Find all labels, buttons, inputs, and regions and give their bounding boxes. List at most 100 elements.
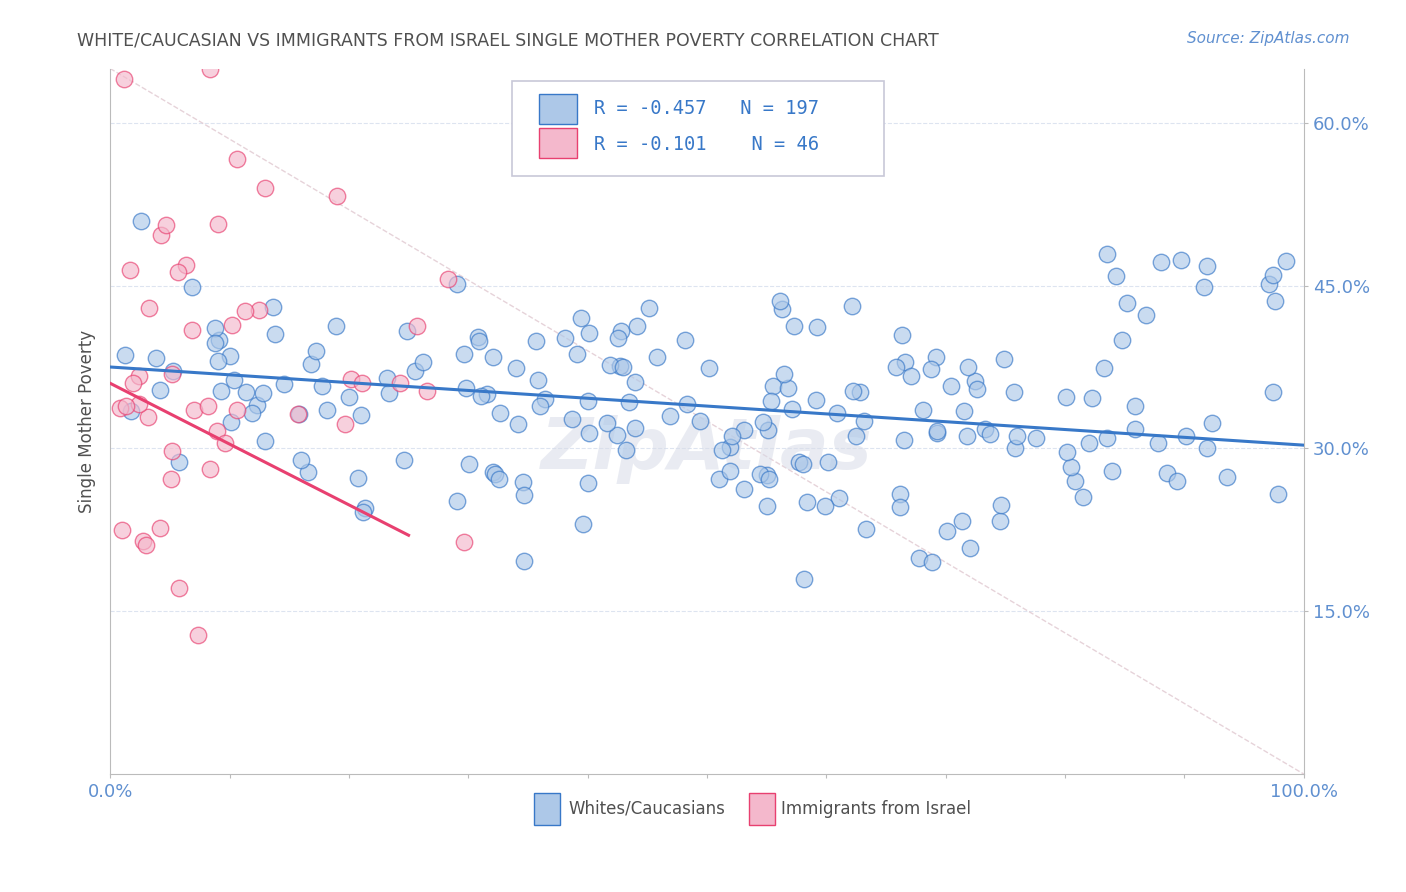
Point [1116, 296, 1139, 310]
Point [599, 358, 621, 372]
Point [993, 352, 1015, 367]
Point [638, 301, 661, 315]
Point [793, 572, 815, 586]
Point [610, 324, 633, 338]
Point [136, 410, 159, 425]
Point [482, 466, 505, 480]
Point [845, 429, 868, 443]
Point [673, 333, 696, 347]
Point [233, 304, 256, 318]
Point [262, 300, 284, 314]
Point [1197, 442, 1219, 456]
Point [1095, 247, 1118, 261]
Point [939, 378, 962, 392]
Point [952, 403, 974, 417]
Point [477, 387, 499, 401]
Point [121, 376, 143, 390]
Point [221, 318, 243, 332]
Point [183, 403, 205, 417]
Point [842, 384, 865, 398]
Point [352, 376, 374, 390]
Point [776, 380, 799, 394]
Point [534, 392, 557, 406]
Point [569, 310, 592, 325]
Point [1201, 416, 1223, 430]
Point [1097, 430, 1119, 444]
Point [333, 417, 356, 431]
Text: R = -0.101    N = 46: R = -0.101 N = 46 [593, 135, 818, 153]
Point [658, 409, 681, 424]
Point [346, 471, 368, 485]
Point [340, 372, 363, 386]
Point [512, 554, 534, 568]
Point [853, 414, 876, 428]
Point [1005, 429, 1028, 443]
Point [311, 379, 333, 393]
Point [197, 399, 219, 413]
Point [988, 514, 1011, 528]
Point [253, 180, 276, 194]
Point [222, 373, 245, 387]
Point [769, 294, 792, 309]
Point [759, 394, 782, 409]
Point [1175, 428, 1198, 442]
Point [1261, 268, 1284, 283]
Point [135, 538, 157, 552]
Point [405, 318, 427, 333]
Point [624, 420, 647, 434]
Point [1060, 459, 1083, 474]
Point [160, 472, 183, 486]
Point [780, 401, 803, 416]
Point [149, 227, 172, 242]
Point [689, 414, 711, 428]
Point [1092, 361, 1115, 376]
Point [619, 394, 641, 409]
Point [299, 357, 322, 371]
Point [207, 354, 229, 368]
Text: R = -0.457   N = 197: R = -0.457 N = 197 [593, 99, 818, 119]
Point [787, 455, 810, 469]
Point [169, 581, 191, 595]
Point [1146, 435, 1168, 450]
Point [118, 263, 141, 277]
Point [218, 349, 240, 363]
Point [1105, 269, 1128, 284]
Point [1123, 400, 1146, 414]
Point [325, 318, 347, 333]
Point [396, 324, 419, 338]
Point [145, 351, 167, 366]
Point [855, 522, 877, 536]
Point [1111, 333, 1133, 347]
Point [252, 386, 274, 401]
Point [1149, 255, 1171, 269]
Point [554, 330, 576, 344]
Bar [538, 94, 576, 124]
Text: Source: ZipAtlas.com: Source: ZipAtlas.com [1187, 31, 1350, 46]
Point [529, 399, 551, 413]
Point [762, 379, 785, 393]
Point [912, 402, 935, 417]
Point [264, 326, 287, 341]
Point [925, 424, 948, 438]
Point [935, 524, 957, 538]
Point [467, 334, 489, 349]
Point [219, 415, 242, 429]
Point [920, 362, 942, 376]
Point [733, 482, 755, 496]
Point [225, 153, 247, 167]
Point [733, 423, 755, 437]
Point [187, 628, 209, 642]
Point [205, 425, 228, 439]
Point [392, 453, 415, 467]
Point [180, 323, 202, 337]
Point [1197, 259, 1219, 273]
Point [453, 346, 475, 360]
Point [565, 347, 588, 361]
Point [453, 535, 475, 549]
Point [167, 455, 190, 469]
Point [596, 416, 619, 430]
Point [841, 299, 863, 313]
Point [305, 343, 328, 358]
Point [609, 359, 631, 374]
Bar [538, 128, 576, 158]
